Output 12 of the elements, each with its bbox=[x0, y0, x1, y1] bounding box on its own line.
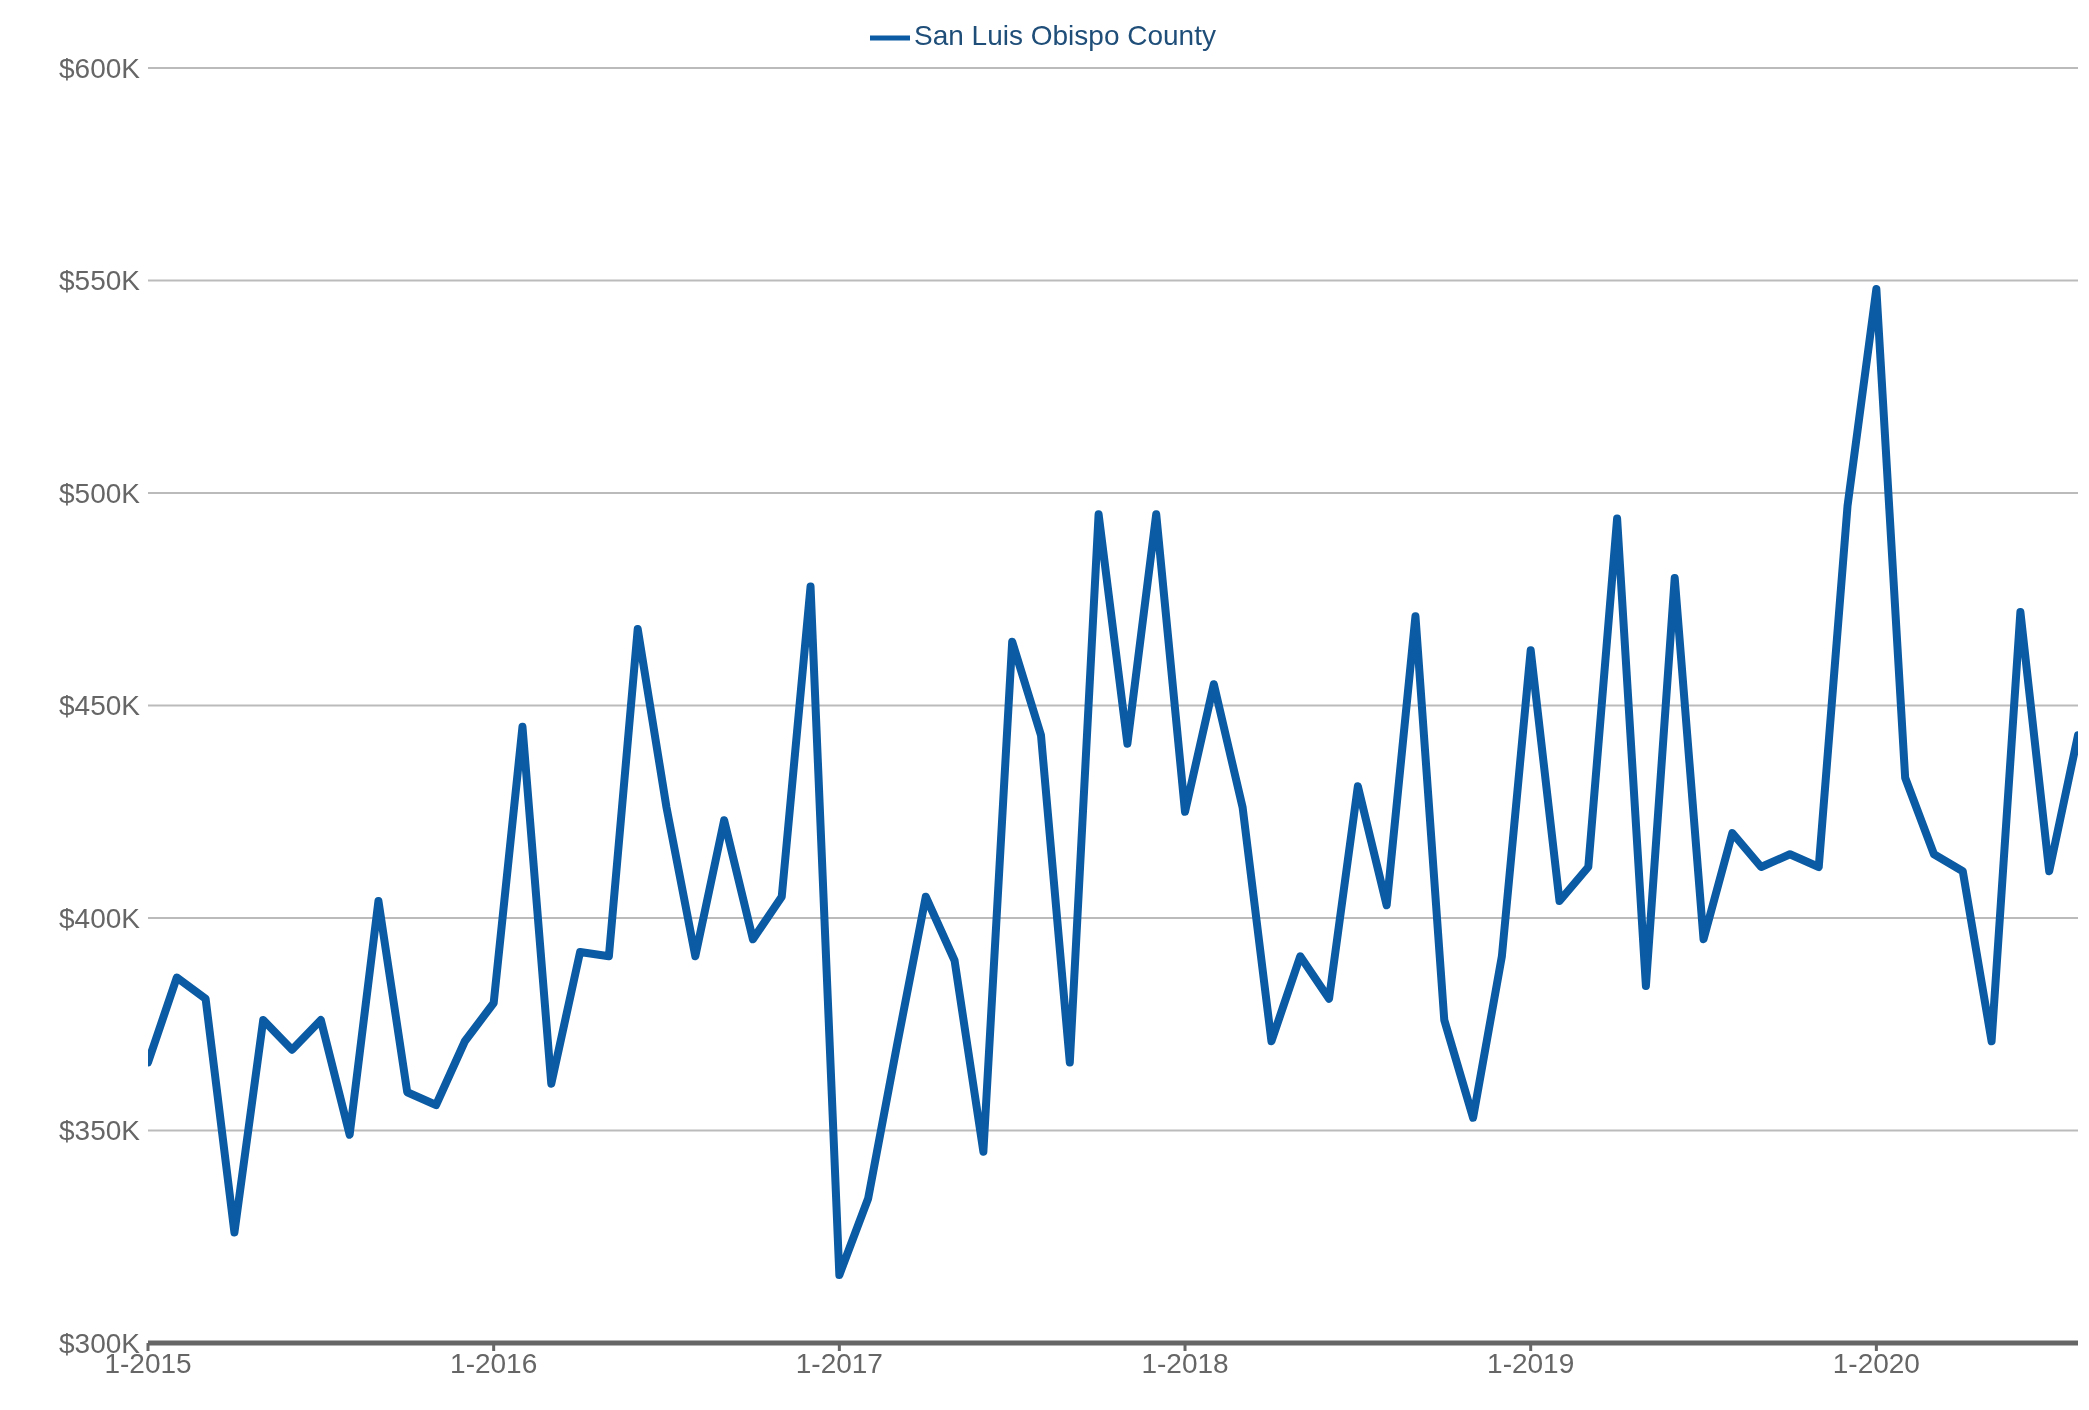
x-tick-label: 1-2019 bbox=[1487, 1347, 1575, 1379]
y-tick-label: $450K bbox=[59, 690, 141, 722]
y-tick-label: $500K bbox=[59, 477, 141, 509]
x-tick-label: 1-2017 bbox=[795, 1347, 883, 1379]
legend-label: San Luis Obispo County bbox=[914, 20, 1216, 52]
y-tick-label: $550K bbox=[59, 265, 141, 297]
x-tick-label: 1-2016 bbox=[450, 1347, 538, 1379]
y-tick-label: $600K bbox=[59, 52, 141, 84]
x-tick-label: 1-2020 bbox=[1832, 1347, 1920, 1379]
x-tick-label: 1-2018 bbox=[1141, 1347, 1229, 1379]
y-tick-label: $400K bbox=[59, 902, 141, 934]
y-tick-label: $350K bbox=[59, 1115, 141, 1147]
